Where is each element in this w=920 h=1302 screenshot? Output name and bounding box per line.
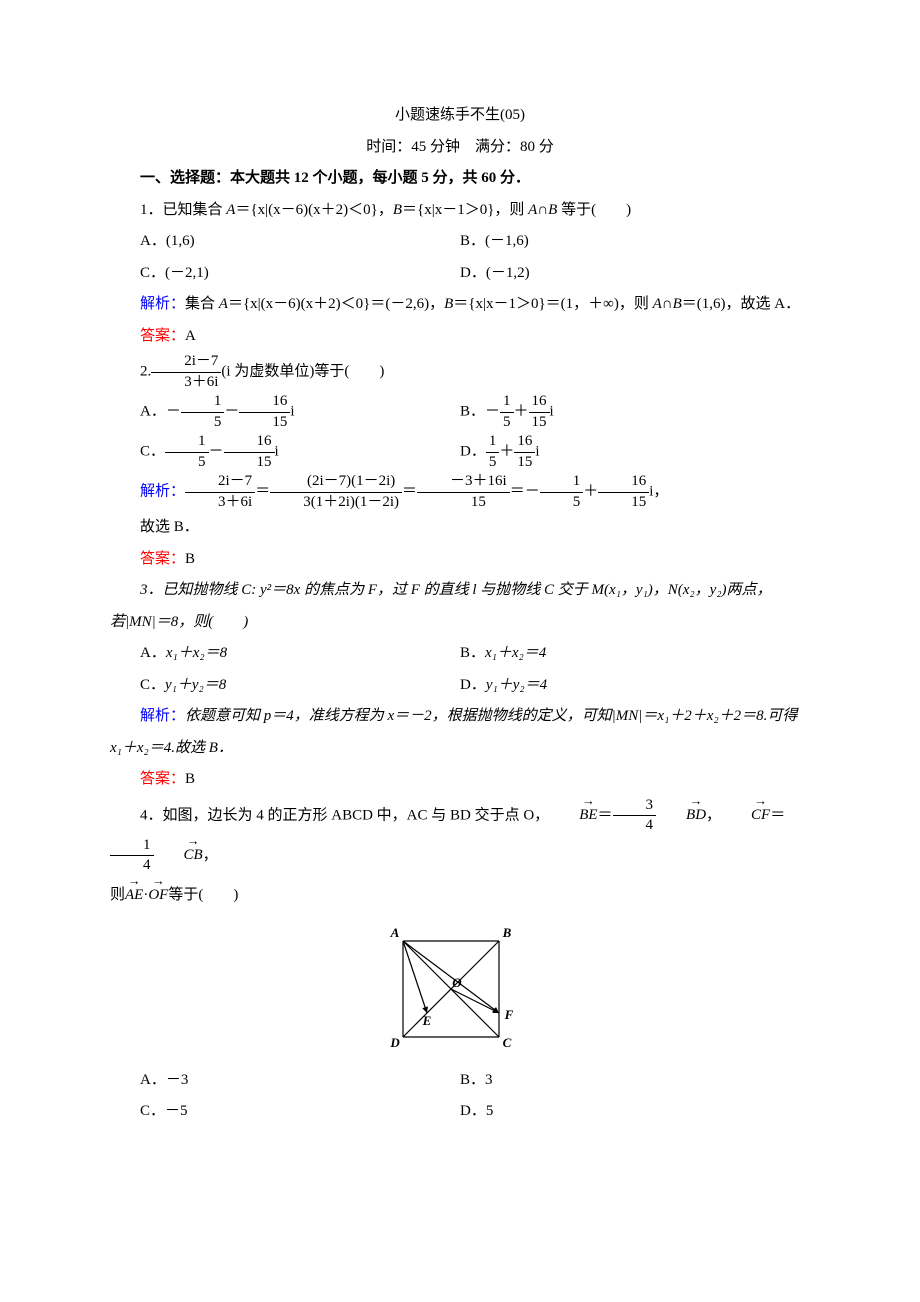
q4-stem-line2: 则AE·OF等于( ) [110, 876, 810, 915]
q1-option-d: D．(－1,2) [460, 258, 810, 290]
q3-option-b: B．x₁＋x₂＝4 [460, 638, 810, 670]
q4-option-d: D．5 [460, 1096, 810, 1128]
q1-answer: 答案：A [110, 321, 810, 353]
q1-option-b: B．(－1,6) [460, 226, 810, 258]
q2-option-b: B．－15＋1615i [460, 392, 810, 432]
svg-text:A: A [390, 925, 400, 940]
q2-stem: 2.2i－73＋6i(i 为虚数单位)等于( ) [110, 352, 810, 392]
q4-stem-line1: 4．如图，边长为 4 的正方形 ABCD 中，AC 与 BD 交于点 O，BE＝… [110, 796, 810, 876]
worksheet-title: 小题速练手不生(05) [110, 100, 810, 132]
q4-option-a: A．－3 [110, 1065, 460, 1097]
worksheet-timing: 时间：45 分钟 满分：80 分 [110, 132, 810, 164]
q2-analysis-tail: 故选 B． [110, 512, 810, 544]
svg-text:D: D [389, 1035, 400, 1050]
q3-option-c: C．y₁＋y₂＝8 [110, 670, 460, 702]
q3-option-a: A．x₁＋x₂＝8 [110, 638, 460, 670]
q2-analysis: 解析：2i－73＋6i＝(2i－7)(1－2i)3(1＋2i)(1－2i)＝－3… [110, 472, 810, 512]
svg-text:E: E [422, 1013, 432, 1028]
section-heading: 一、选择题：本大题共 12 个小题，每小题 5 分，共 60 分． [110, 163, 810, 195]
q1-option-a: A．(1,6) [110, 226, 460, 258]
q2-option-c: C．15－1615i [110, 432, 460, 472]
q3-stem: 3．已知抛物线 C: y²＝8x 的焦点为 F，过 F 的直线 l 与抛物线 C… [110, 575, 810, 638]
svg-text:O: O [452, 975, 462, 990]
q2-option-a: A．－15－1615i [110, 392, 460, 432]
q3-analysis: 解析：依题意可知 p＝4，准线方程为 x＝－2，根据抛物线的定义，可知|MN|＝… [110, 701, 810, 764]
q1-analysis: 解析：集合 A＝{x|(x－6)(x＋2)＜0}＝(－2,6)，B＝{x|x－1… [110, 289, 810, 321]
q1-stem: 1．已知集合 A＝{x|(x－6)(x＋2)＜0}，B＝{x|x－1＞0}，则 … [110, 195, 810, 227]
svg-text:B: B [502, 925, 512, 940]
q2-option-d: D．15＋1615i [460, 432, 810, 472]
svg-text:C: C [503, 1035, 512, 1050]
q4-option-c: C．－5 [110, 1096, 460, 1128]
q3-option-d: D．y₁＋y₂＝4 [460, 670, 810, 702]
q4-diagram: A B D C O E F [385, 925, 535, 1055]
q4-option-b: B．3 [460, 1065, 810, 1097]
q2-answer: 答案：B [110, 544, 810, 576]
q1-option-c: C．(－2,1) [110, 258, 460, 290]
svg-text:F: F [504, 1007, 514, 1022]
